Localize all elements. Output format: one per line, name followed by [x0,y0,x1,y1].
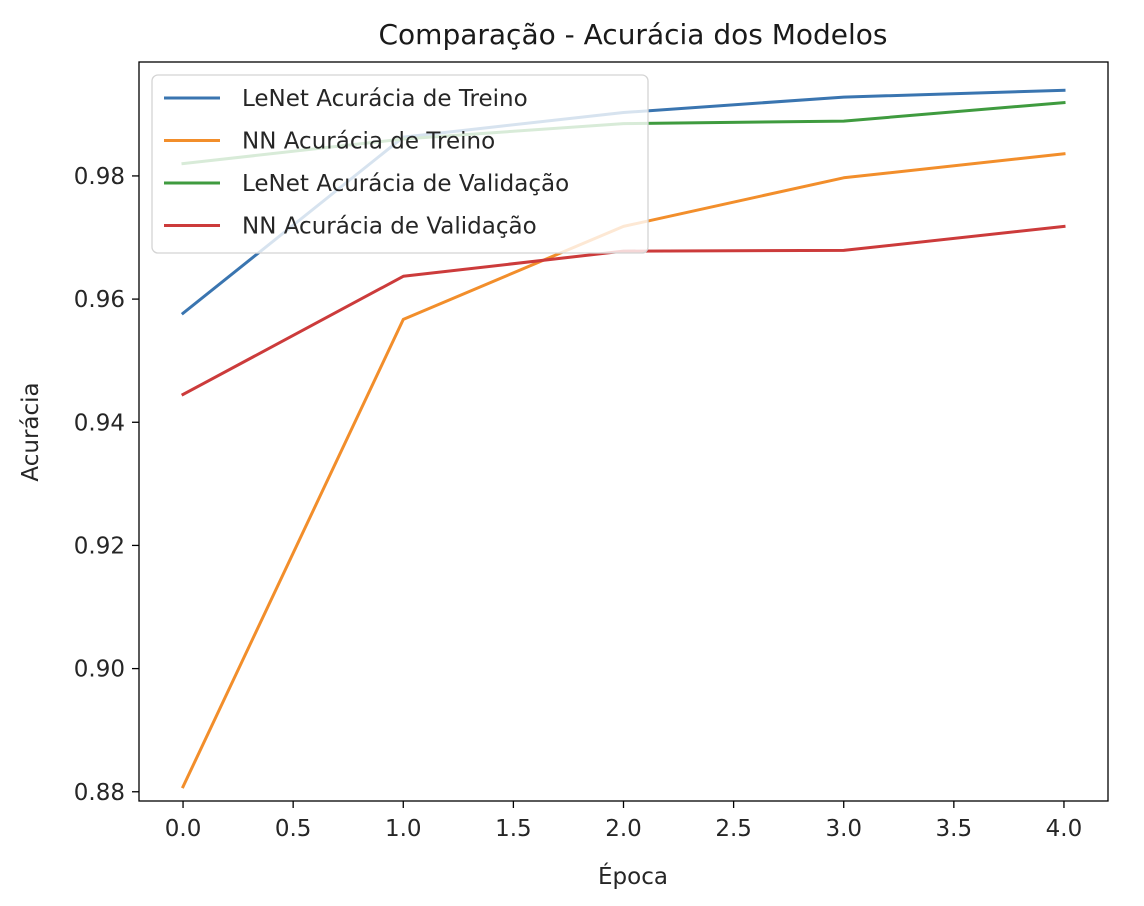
y-axis: 0.88 0.90 0.92 0.94 0.96 0.98 [74,164,139,806]
y-tick-label: 0.92 [74,533,125,559]
x-tick-label: 2.5 [715,816,752,842]
x-tick-label: 1.0 [385,816,422,842]
legend: LeNet Acurácia de Treino NN Acurácia de T… [151,74,649,254]
legend-item: LeNet Acurácia de Treino [164,86,528,112]
x-tick-label: 1.5 [495,816,532,842]
legend-label: NN Acurácia de Treino [242,129,495,155]
x-tick-label: 3.5 [936,816,973,842]
x-tick-label: 0.0 [165,816,202,842]
x-tick-label: 3.0 [825,816,862,842]
legend-label: LeNet Acurácia de Validação [242,171,569,197]
legend-item: NN Acurácia de Validação [164,214,537,240]
x-axis-label: Época [598,862,668,890]
y-tick-label: 0.94 [74,410,125,436]
x-tick-label: 2.0 [605,816,642,842]
x-axis: 0.0 0.5 1.0 1.5 2.0 2.5 3.0 3.5 4.0 [165,801,1082,842]
y-tick-label: 0.98 [74,164,125,190]
chart-title: Comparação - Acurácia dos Modelos [378,18,887,51]
y-tick-label: 0.96 [74,287,125,313]
legend-box [151,74,649,254]
x-tick-label: 0.5 [275,816,312,842]
y-tick-label: 0.88 [74,780,125,806]
y-axis-label: Acurácia [18,382,44,481]
legend-label: LeNet Acurácia de Treino [242,86,528,112]
legend-item: LeNet Acurácia de Validação [164,171,569,197]
legend-label: NN Acurácia de Validação [242,214,537,240]
x-tick-label: 4.0 [1046,816,1083,842]
legend-item: NN Acurácia de Treino [164,129,495,155]
y-tick-label: 0.90 [74,657,125,683]
